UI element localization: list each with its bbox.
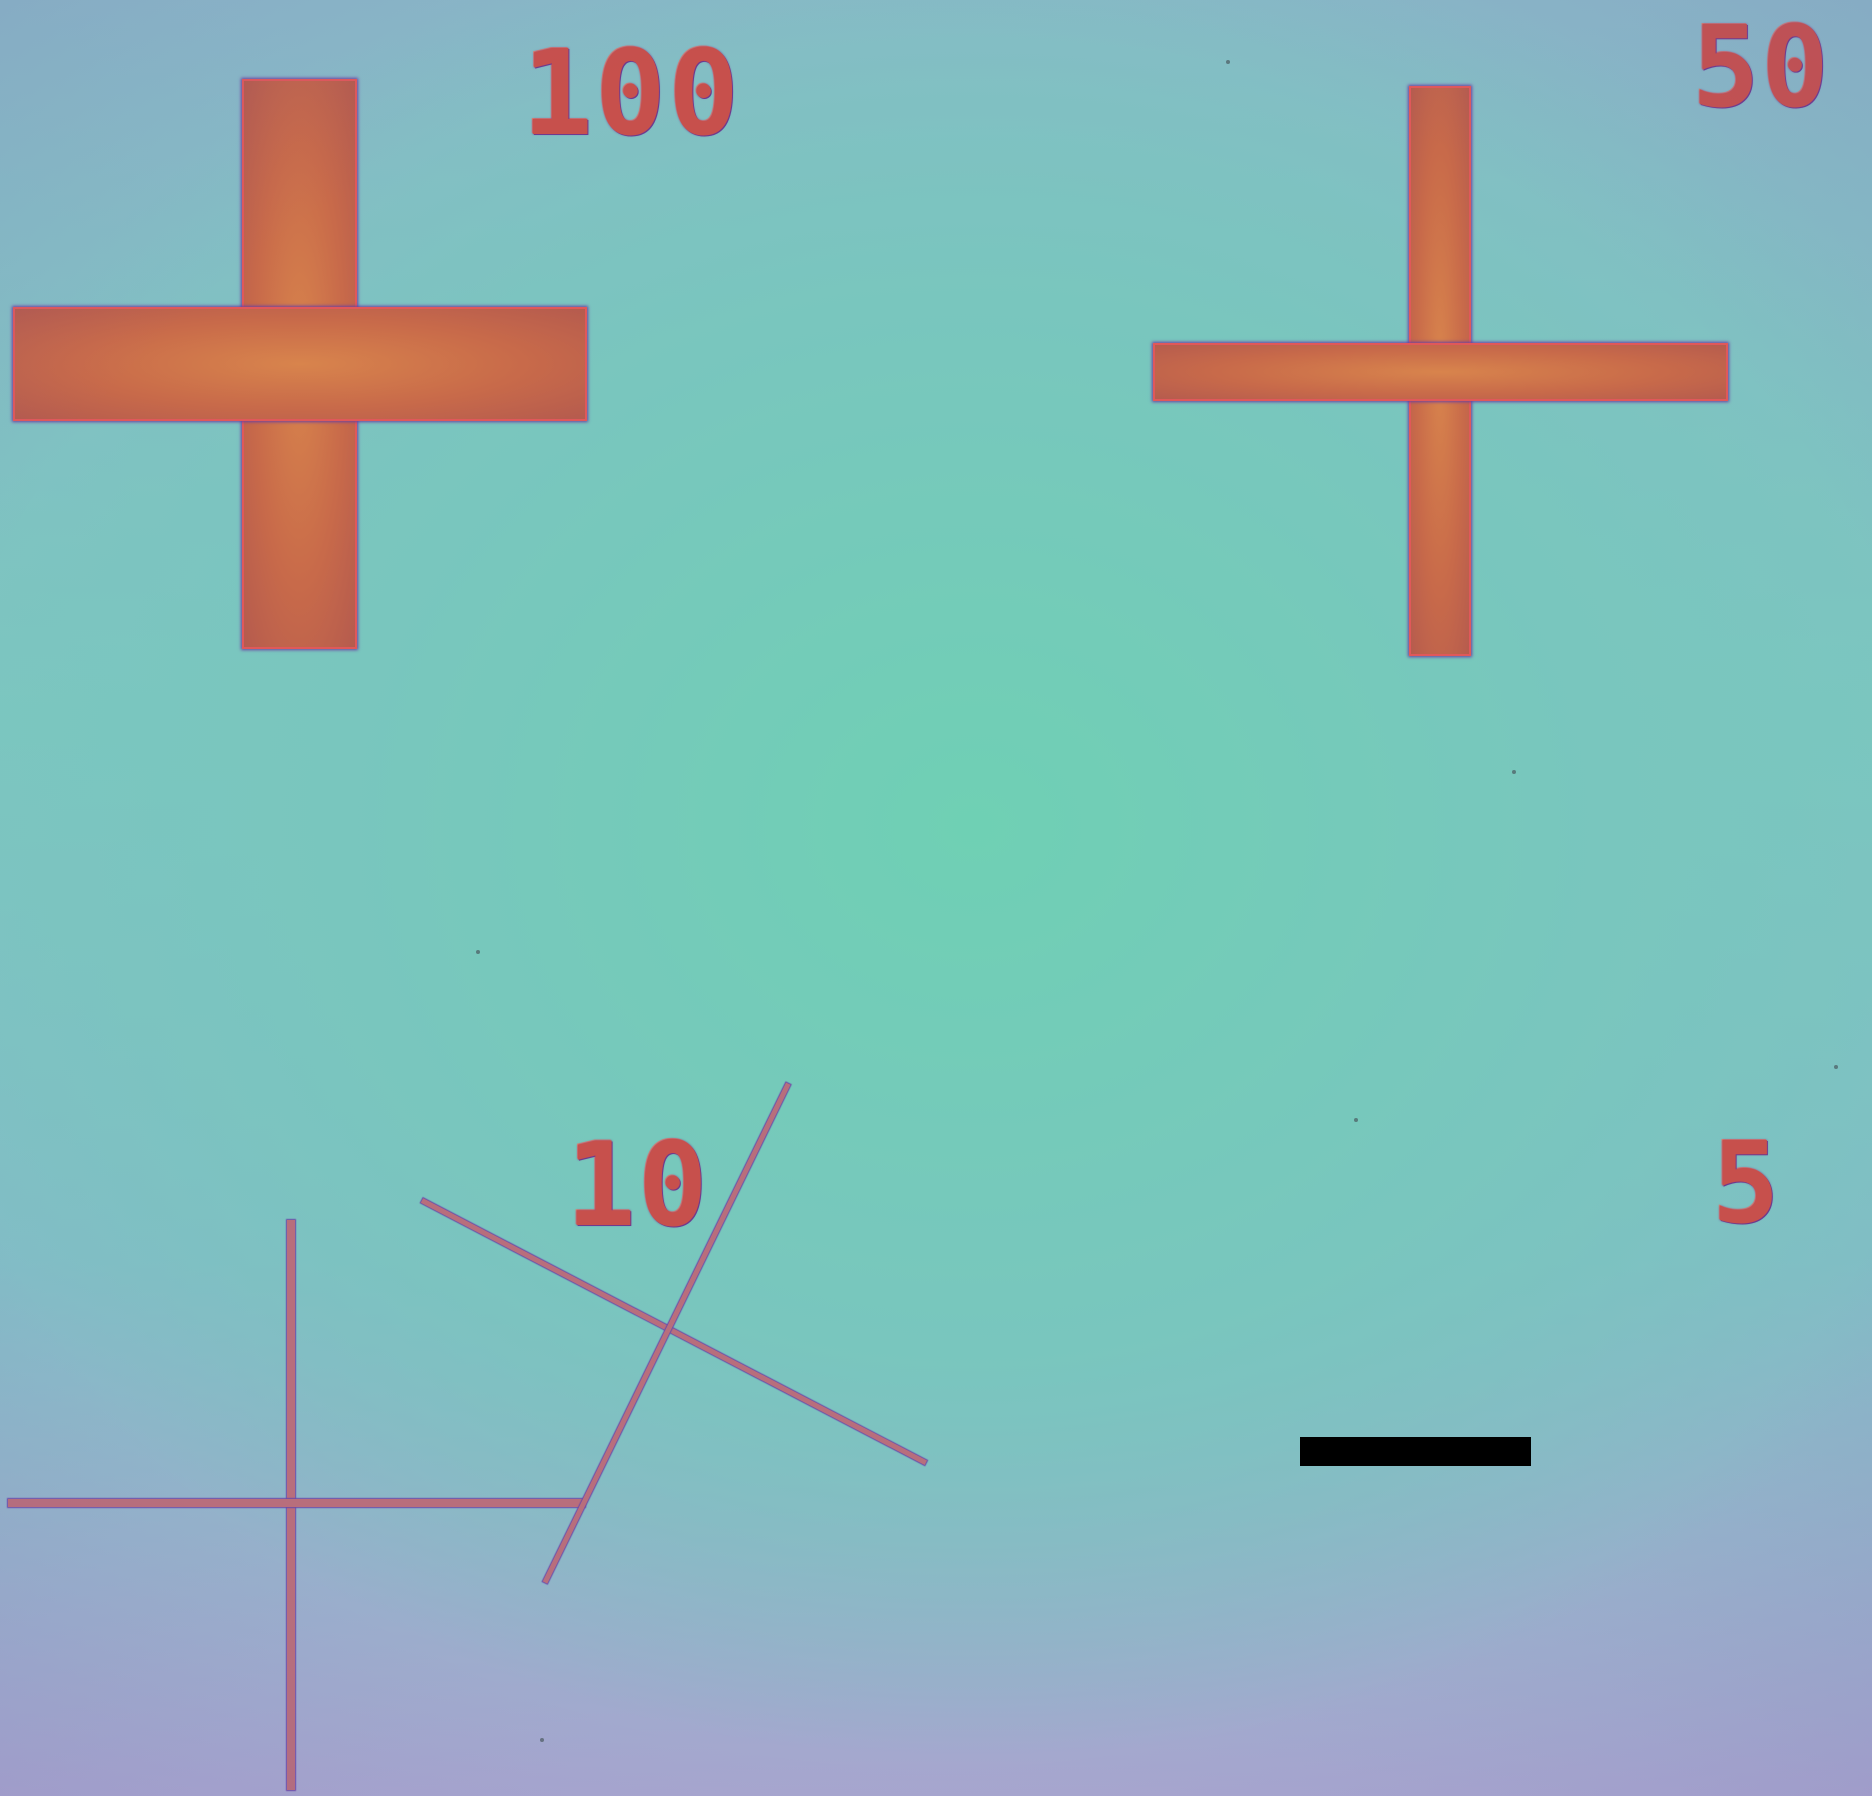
label-50: 50 bbox=[1692, 3, 1831, 133]
cross-100-horizontal-arm bbox=[13, 307, 587, 421]
debris-speck bbox=[540, 1738, 544, 1742]
debris-speck bbox=[1834, 1065, 1838, 1069]
cross-50-horizontal-arm bbox=[1153, 343, 1728, 401]
debris-speck bbox=[1354, 1118, 1358, 1122]
label-5: 5 bbox=[1712, 1119, 1782, 1249]
label-10: 10 bbox=[566, 1118, 710, 1253]
label-100: 100 bbox=[522, 24, 742, 162]
debris-speck bbox=[476, 950, 480, 954]
debris-speck bbox=[1226, 60, 1230, 64]
cross-10-horizontal-line bbox=[8, 1499, 585, 1507]
debris-speck bbox=[1512, 770, 1516, 774]
scale-bar bbox=[1300, 1437, 1531, 1466]
